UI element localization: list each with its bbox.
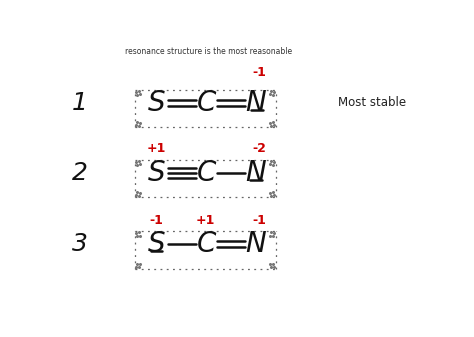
Text: -1: -1 — [253, 66, 266, 80]
Text: C: C — [197, 159, 216, 187]
Text: N: N — [246, 230, 266, 258]
Text: 1: 1 — [72, 91, 87, 115]
Text: 3: 3 — [72, 232, 87, 256]
Text: 2: 2 — [72, 161, 87, 185]
Text: -1: -1 — [253, 214, 266, 227]
Text: S: S — [148, 89, 165, 117]
Text: +1: +1 — [146, 142, 165, 155]
Text: +1: +1 — [196, 214, 215, 227]
Text: N: N — [246, 159, 266, 187]
Text: resonance structure is the most reasonable: resonance structure is the most reasonab… — [125, 47, 292, 56]
Text: C: C — [197, 89, 216, 117]
Text: N: N — [246, 89, 266, 117]
Text: Most stable: Most stable — [338, 96, 407, 109]
Text: -1: -1 — [149, 214, 163, 227]
Text: S: S — [148, 159, 165, 187]
Text: C: C — [197, 230, 216, 258]
Text: S: S — [148, 230, 165, 258]
Text: -2: -2 — [253, 142, 266, 155]
